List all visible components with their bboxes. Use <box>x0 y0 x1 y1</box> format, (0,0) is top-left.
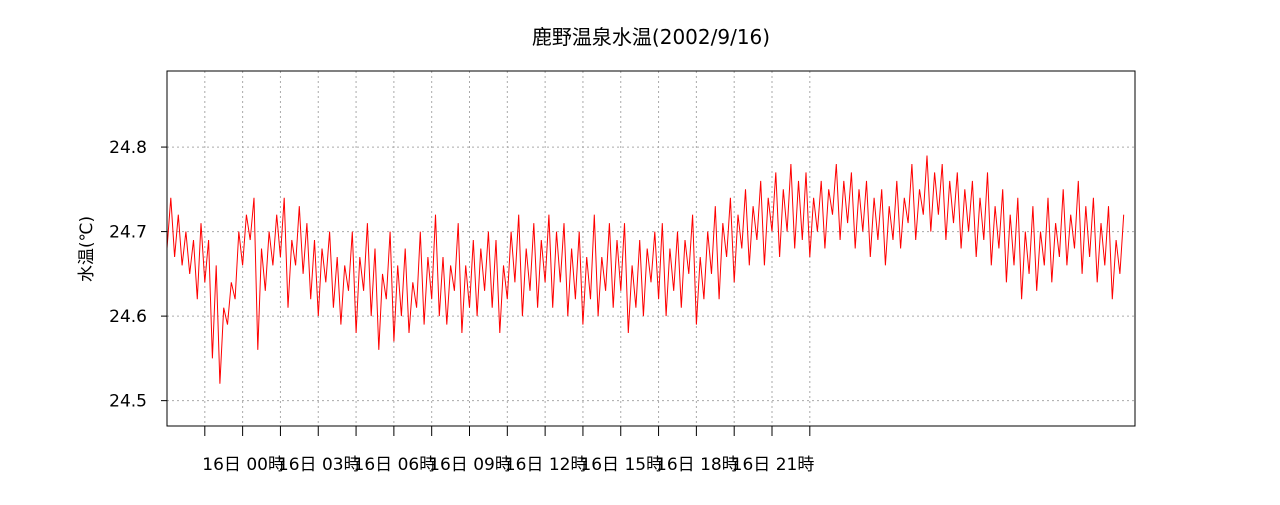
y-tick-label: 24.8 <box>109 138 147 158</box>
x-tick-label: 16日 12時 <box>505 455 588 475</box>
series-line <box>166 155 1125 384</box>
x-tick-label: 16日 21時 <box>732 455 815 475</box>
y-tick-label: 24.6 <box>109 307 147 327</box>
x-tick-label: 16日 09時 <box>429 455 512 475</box>
grid <box>167 71 1135 426</box>
series-layer <box>166 155 1125 384</box>
x-tick-label: 16日 06時 <box>354 455 437 475</box>
y-tick-label: 24.7 <box>109 223 147 243</box>
y-axis-label: 水温(℃) <box>77 216 97 282</box>
x-tick-label: 16日 03時 <box>278 455 361 475</box>
x-tick-label: 16日 18時 <box>656 455 739 475</box>
x-tick-label: 16日 15時 <box>580 455 663 475</box>
chart-title: 鹿野温泉水温(2002/9/16) <box>532 25 770 49</box>
x-tick-label: 16日 00時 <box>202 455 285 475</box>
plot-frame <box>166 70 1136 427</box>
y-tick-label: 24.5 <box>109 392 147 412</box>
